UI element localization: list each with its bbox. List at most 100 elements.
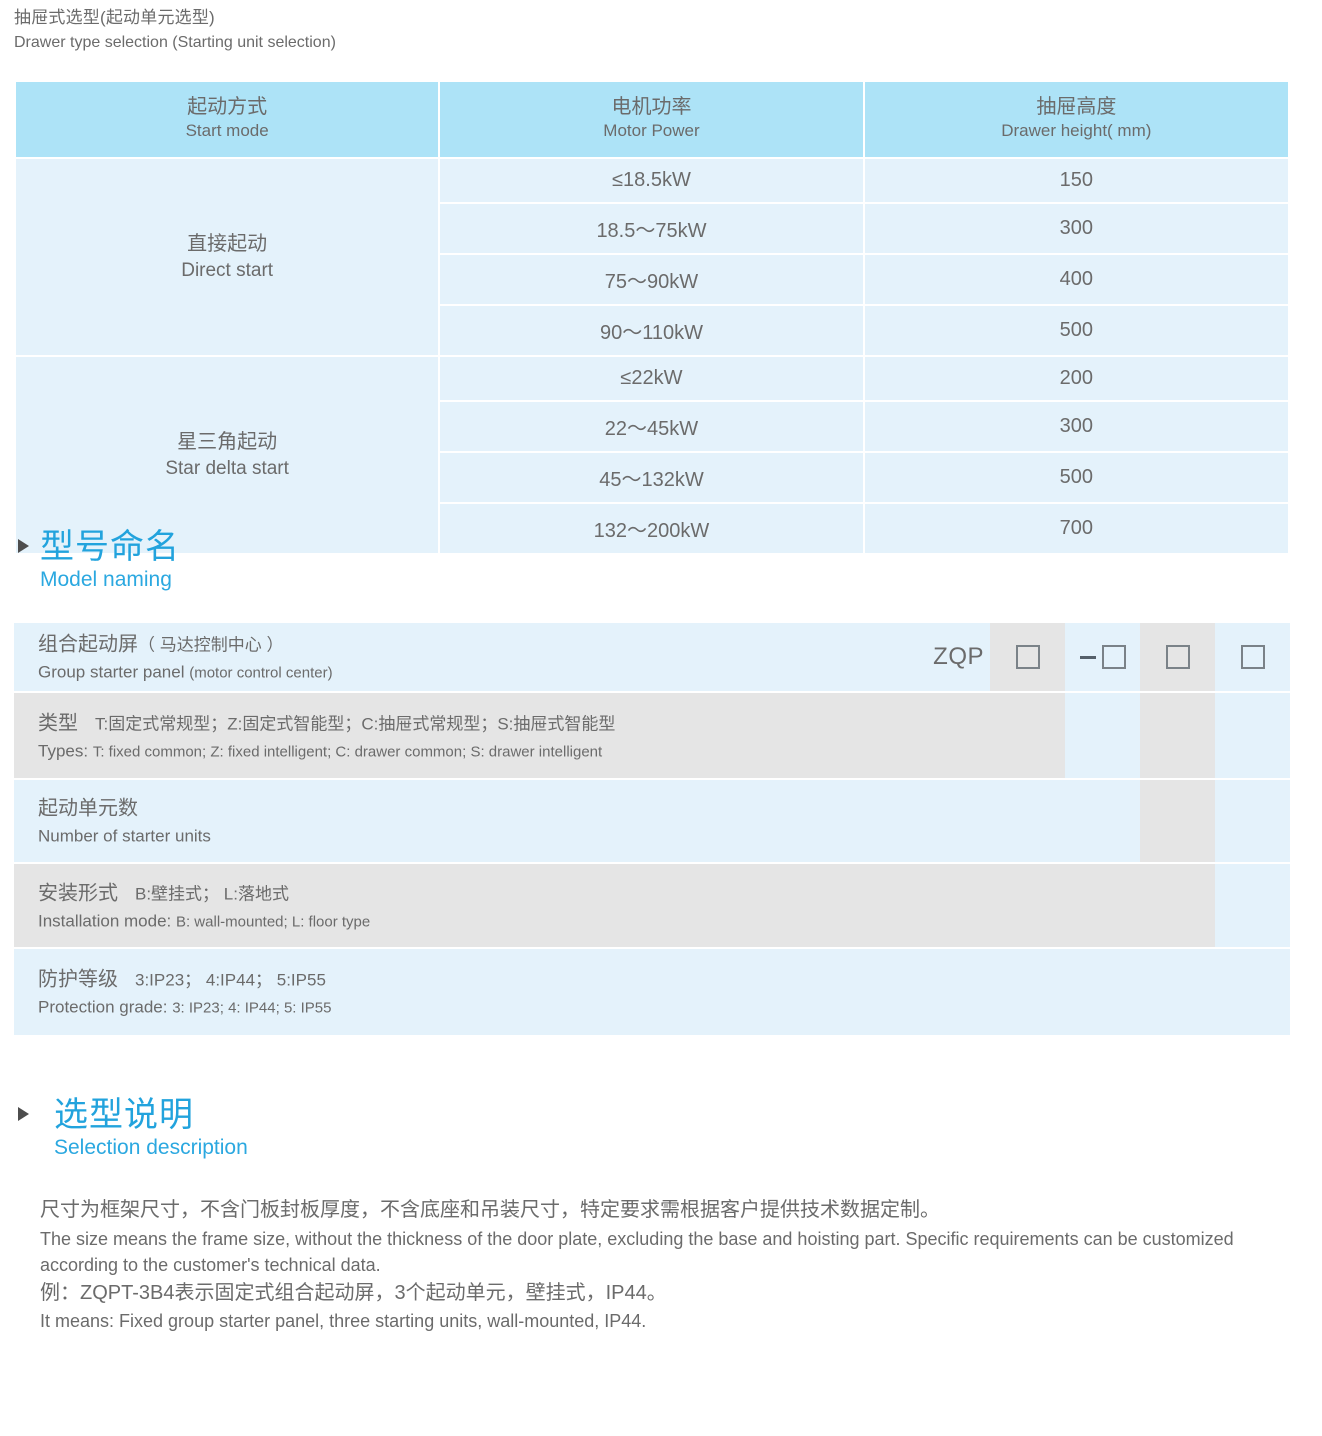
naming-row-text: 防护等级 3:IP23； 4:IP44； 5:IP55 Protection g… [38,964,331,1020]
selection-description-body: 尺寸为框架尺寸，不含门板封板厚度，不含底座和吊装尺寸，特定要求需根据客户提供技术… [40,1196,1302,1335]
naming-row-group-starter-panel: 组合起动屏（ 马达控制中心 ） Group starter panel (mot… [14,623,1065,691]
cell-height: 150 [864,158,1288,202]
naming-row-en: Number of starter units [38,823,211,849]
naming-row-text: 组合起动屏（ 马达控制中心 ） Group starter panel (mot… [38,629,333,685]
dash-icon [1079,655,1096,659]
naming-row-cn-main: 组合起动屏 [38,633,138,656]
cell-mode-direct-start: 直接起动 Direct start [16,158,439,355]
model-code-row: ZQP [914,623,1290,691]
model-code-slot-type[interactable] [990,645,1065,669]
table-caption-cn: 抽屉式选型(起动单元选型) [14,8,215,27]
cell-power: 45～132kW [440,452,863,502]
cell-height: 400 [864,254,1288,304]
staircase-cell [1215,780,1290,862]
naming-row-cn-main: 起动单元数 [38,797,138,820]
model-code-slot-installation[interactable] [1140,645,1215,669]
checkbox-icon[interactable] [1015,645,1040,669]
header-drawer-height-en: Drawer height( mm) [1001,121,1152,141]
naming-row-en-sub: B: wall-mounted; L: floor type [175,912,371,930]
naming-row-cn: 起动单元数 [38,793,211,823]
table-caption: 抽屉式选型(起动单元选型) Drawer type selection (Sta… [14,6,336,54]
header-drawer-height-cn: 抽屉高度 [1036,96,1117,118]
cell-height: 200 [864,356,1288,400]
table-row: 星三角起动 Star delta start ≤22kW 200 [16,356,1288,553]
naming-row-text: 类型 T:固定式常规型；Z:固定式智能型；C:抽屉式常规型；S:抽屉式智能型 T… [38,708,615,764]
cell-power: 18.5～75kW [440,203,863,253]
cell-power: ≤22kW [440,356,863,400]
naming-row-cn-sub: T:固定式常规型；Z:固定式智能型；C:抽屉式常规型；S:抽屉式智能型 [78,713,616,733]
cell-power: 90～110kW [440,305,863,355]
naming-row-cn-main: 类型 [38,711,78,734]
table-row: 22～45kW 300 [16,401,1288,451]
table-row: 45～132kW 500 [16,452,1288,502]
selection-line-1: 尺寸为框架尺寸，不含门板封板厚度，不含底座和吊装尺寸，特定要求需根据客户提供技术… [40,1199,940,1221]
triangle-bullet-icon [18,1107,29,1121]
naming-row-text: 安装形式 B:壁挂式； L:落地式 Installation mode: B: … [38,878,370,934]
model-code-slot-protection[interactable] [1215,645,1290,669]
drawer-selection-table: 起动方式 Start mode 电机功率 Motor Power 抽屉高度 Dr… [14,80,1290,555]
naming-row-en-main: Installation mode: [38,910,176,930]
checkbox-icon[interactable] [1165,645,1190,669]
naming-row-en: Installation mode: B: wall-mounted; L: f… [38,908,370,934]
naming-row-en-main: Protection grade: [38,997,173,1017]
selection-line-3: 例：ZQPT-3B4表示固定式组合起动屏，3个起动单元，壁挂式，IP44。 [40,1281,667,1304]
naming-row-types: 类型 T:固定式常规型；Z:固定式智能型；C:抽屉式常规型；S:抽屉式智能型 T… [14,693,1140,778]
naming-row-installation-mode: 安装形式 B:壁挂式； L:落地式 Installation mode: B: … [14,864,1290,947]
naming-row-cn-sub: B:壁挂式； L:落地式 [118,883,289,903]
naming-row-cn: 类型 T:固定式常规型；Z:固定式智能型；C:抽屉式常规型；S:抽屉式智能型 [38,708,615,738]
header-motor-power-en: Motor Power [603,121,700,141]
cell-power: 22～45kW [440,401,863,451]
cell-power: 132～200kW [440,503,863,553]
model-code-slot-units[interactable] [1065,645,1140,669]
naming-row-cn-sub: 3:IP23； 4:IP44； 5:IP55 [118,970,326,990]
mode-direct-start-cn: 直接起动 [187,232,268,255]
naming-row-en-main: Number of starter units [38,826,211,846]
cell-height: 300 [864,203,1288,253]
header-start-mode-cn: 起动方式 [187,96,268,118]
naming-row-cn: 防护等级 3:IP23； 4:IP44； 5:IP55 [38,964,331,994]
table-row: 90～110kW 500 [16,305,1288,355]
staircase-cell [1215,693,1290,778]
model-code-prefix: ZQP [933,643,984,670]
naming-row-cn: 安装形式 B:壁挂式； L:落地式 [38,878,370,908]
checkbox-icon[interactable] [1101,645,1126,669]
naming-row-starter-units: 起动单元数 Number of starter units [14,780,1215,862]
naming-row-en-main: Types: [38,740,93,760]
selection-heading-en: Selection description [54,1136,248,1160]
cell-height: 500 [864,305,1288,355]
staircase-cell [1140,693,1215,778]
naming-row-cn-sub: （ 马达控制中心 ） [138,635,284,655]
naming-row-en-sub: 3: IP23; 4: IP44; 5: IP55 [172,999,332,1017]
cell-mode-star-delta-start: 星三角起动 Star delta start [16,356,439,553]
naming-row-en-main: Group starter panel [38,662,190,682]
selection-line-4: It means: Fixed group starter panel, thr… [40,1311,647,1332]
naming-row-en: Protection grade: 3: IP23; 4: IP44; 5: I… [38,994,331,1020]
cell-height: 700 [864,503,1288,553]
table-header-motor-power: 电机功率 Motor Power [440,82,863,157]
cell-height: 500 [864,452,1288,502]
model-naming-diagram: 组合起动屏（ 马达控制中心 ） Group starter panel (mot… [14,623,1290,1035]
table-row: 75～90kW 400 [16,254,1288,304]
naming-row-cn-main: 安装形式 [38,881,118,904]
section-heading-selection-description: 选型说明 Selection description [18,1096,248,1162]
table-header-drawer-height: 抽屉高度 Drawer height( mm) [864,82,1288,157]
model-naming-heading-cn: 型号命名 [40,528,180,566]
mode-star-delta-cn: 星三角起动 [177,430,278,453]
selection-line-2: The size means the frame size, without t… [40,1228,1234,1276]
checkbox-icon[interactable] [1240,645,1265,669]
table-caption-en: Drawer type selection (Starting unit sel… [14,33,336,51]
naming-row-protection-grade: 防护等级 3:IP23； 4:IP44； 5:IP55 Protection g… [14,949,1290,1035]
table-row: 直接起动 Direct start ≤18.5kW 150 [16,158,1288,355]
mode-star-delta-en: Star delta start [165,457,289,479]
table-row: 132～200kW 700 [16,503,1288,553]
table-header-row: 起动方式 Start mode 电机功率 Motor Power 抽屉高度 Dr… [16,82,1288,157]
table-row: 18.5～75kW 300 [16,203,1288,253]
naming-row-en: Group starter panel (motor control cente… [38,659,333,685]
naming-row-text: 起动单元数 Number of starter units [38,793,211,849]
selection-heading-cn: 选型说明 [54,1096,194,1134]
table-header-start-mode: 起动方式 Start mode [16,82,439,157]
section-heading-model-naming: 型号命名 Model naming [18,528,180,594]
naming-row-cn-main: 防护等级 [38,968,118,991]
triangle-bullet-icon [18,539,29,553]
